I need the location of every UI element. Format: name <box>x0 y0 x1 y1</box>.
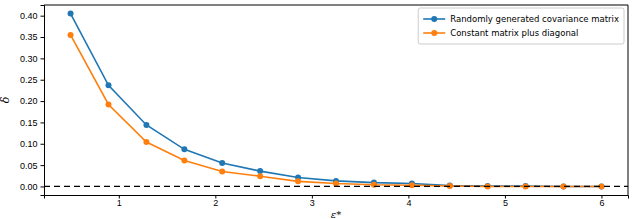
y-tick-mark <box>41 122 45 123</box>
x-tick: 4 <box>406 195 411 208</box>
y-tick: 0.15 <box>20 118 44 128</box>
legend-marker <box>431 30 437 36</box>
x-axis-title: ε* <box>331 209 341 219</box>
x-tick-label: 3 <box>310 198 315 208</box>
y-tick: 0.10 <box>20 139 44 149</box>
series-point <box>105 82 111 88</box>
legend-label: Randomly generated covariance matrix <box>450 14 619 24</box>
y-tick: 0.30 <box>20 54 44 64</box>
series-line <box>71 35 602 187</box>
legend-box <box>418 8 624 44</box>
series-point <box>143 139 149 145</box>
frame-top <box>44 5 628 6</box>
y-tick-label: 0.00 <box>20 182 38 192</box>
series-point <box>181 157 187 163</box>
legend-marker <box>431 16 437 22</box>
reference-line <box>44 186 628 187</box>
y-tick: 0.35 <box>20 32 44 42</box>
series-point <box>257 173 263 179</box>
y-tick-mark <box>41 165 45 166</box>
y-tick: 0.00 <box>20 182 44 192</box>
x-tick: 2 <box>213 195 218 208</box>
series-point <box>105 101 111 107</box>
series-point <box>68 11 74 17</box>
series-point <box>219 160 225 166</box>
y-axis: 0.00 0.05 0.10 0.15 0.20 0.25 0.30 0.35 0.40 <box>20 6 45 196</box>
frame-right <box>628 5 629 195</box>
chart: 1234560.000.050.100.150.200.250.300.350.… <box>0 0 640 219</box>
x-axis-line <box>45 196 629 199</box>
y-tick: 0.20 <box>20 96 44 106</box>
y-axis-title: δ <box>0 96 12 103</box>
legend: Randomly generated covariance matrix Cons… <box>418 8 624 44</box>
x-tick: 3 <box>310 195 315 208</box>
series-point <box>219 169 225 175</box>
y-tick-label: 0.30 <box>20 54 38 64</box>
y-tick-label: 0.15 <box>20 118 38 128</box>
x-tick-label: 4 <box>406 198 411 208</box>
y-tick-mark <box>41 186 45 187</box>
y-tick-mark <box>41 16 45 17</box>
x-tick: 6 <box>599 195 604 208</box>
y-tick-label: 0.25 <box>20 75 38 85</box>
y-tick-mark <box>41 144 45 145</box>
series-point <box>143 122 149 128</box>
x-tick: 5 <box>503 195 508 208</box>
legend-label: Constant matrix plus diagonal <box>450 28 578 38</box>
x-tick-label: 1 <box>117 198 122 208</box>
x-tick-label: 2 <box>213 198 218 208</box>
x-tick-label: 6 <box>599 198 604 208</box>
y-tick-mark <box>41 37 45 38</box>
y-tick: 0.05 <box>20 160 44 170</box>
x-axis: 1 2 3 4 5 6 <box>45 195 629 208</box>
y-axis-line <box>41 6 45 196</box>
series-point <box>409 182 415 188</box>
x-tick: 1 <box>117 195 122 208</box>
y-tick: 0.25 <box>20 75 44 85</box>
series-point <box>257 168 263 174</box>
y-tick-label: 0.05 <box>20 160 38 170</box>
series-point <box>295 178 301 184</box>
y-tick-label: 0.35 <box>20 32 38 42</box>
y-tick-label: 0.20 <box>20 96 38 106</box>
y-tick: 0.40 <box>20 11 44 21</box>
series-point <box>333 180 339 186</box>
y-tick-label: 0.10 <box>20 139 38 149</box>
y-tick-mark <box>41 58 45 59</box>
series-point <box>68 32 74 38</box>
x-tick-label: 5 <box>503 198 508 208</box>
y-tick-label: 0.40 <box>20 11 38 21</box>
series-point <box>181 146 187 152</box>
series-point <box>447 183 453 189</box>
y-tick-mark <box>41 101 45 102</box>
y-tick-mark <box>41 80 45 81</box>
plot-area <box>44 11 628 190</box>
